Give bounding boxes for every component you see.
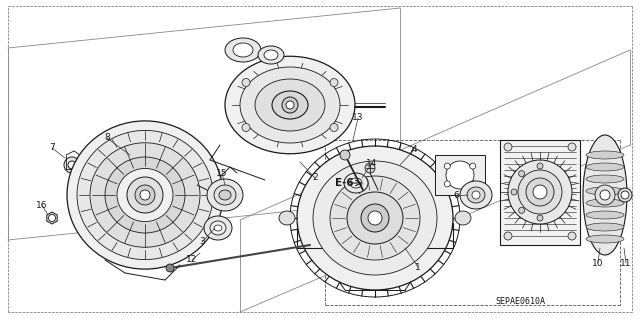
Circle shape xyxy=(568,143,576,151)
Bar xyxy=(500,140,580,245)
Ellipse shape xyxy=(583,135,627,255)
Ellipse shape xyxy=(240,67,340,143)
Ellipse shape xyxy=(586,223,624,231)
Ellipse shape xyxy=(586,211,624,219)
Polygon shape xyxy=(435,155,485,195)
Circle shape xyxy=(504,232,512,240)
Circle shape xyxy=(140,190,150,200)
Circle shape xyxy=(518,170,562,214)
Ellipse shape xyxy=(586,151,624,159)
Text: 7: 7 xyxy=(49,144,55,152)
Text: E-6: E-6 xyxy=(335,178,354,188)
Text: 15: 15 xyxy=(216,168,228,177)
Ellipse shape xyxy=(77,130,213,260)
Text: 11: 11 xyxy=(620,258,632,268)
Text: 16: 16 xyxy=(36,201,48,210)
Circle shape xyxy=(518,171,525,177)
Ellipse shape xyxy=(472,191,480,199)
Circle shape xyxy=(618,188,632,202)
Circle shape xyxy=(508,160,572,224)
Ellipse shape xyxy=(210,221,226,235)
Ellipse shape xyxy=(225,38,261,62)
Ellipse shape xyxy=(344,173,368,193)
Circle shape xyxy=(64,157,80,173)
Ellipse shape xyxy=(347,192,403,244)
Circle shape xyxy=(595,185,615,205)
Ellipse shape xyxy=(105,157,185,233)
Ellipse shape xyxy=(467,187,485,203)
Circle shape xyxy=(368,211,382,225)
Text: 2: 2 xyxy=(312,174,318,182)
Circle shape xyxy=(135,185,155,205)
Circle shape xyxy=(242,78,250,86)
Ellipse shape xyxy=(330,176,420,260)
Circle shape xyxy=(340,150,350,160)
Ellipse shape xyxy=(90,143,200,247)
Circle shape xyxy=(68,161,76,169)
Circle shape xyxy=(365,163,375,173)
Text: 8: 8 xyxy=(104,133,110,143)
Ellipse shape xyxy=(117,168,173,222)
Circle shape xyxy=(533,185,547,199)
Circle shape xyxy=(568,232,576,240)
Ellipse shape xyxy=(204,216,232,240)
Text: 13: 13 xyxy=(352,114,364,122)
Circle shape xyxy=(446,161,474,189)
Ellipse shape xyxy=(455,211,471,225)
Circle shape xyxy=(504,143,512,151)
Ellipse shape xyxy=(67,121,223,269)
Text: SEPAE0610A: SEPAE0610A xyxy=(495,298,545,307)
Circle shape xyxy=(444,181,451,187)
Circle shape xyxy=(282,97,298,113)
Circle shape xyxy=(600,190,610,200)
Circle shape xyxy=(286,101,294,109)
Circle shape xyxy=(49,214,56,221)
Ellipse shape xyxy=(313,161,437,275)
Ellipse shape xyxy=(586,175,624,183)
Circle shape xyxy=(166,264,174,272)
Ellipse shape xyxy=(255,79,325,131)
Circle shape xyxy=(242,123,250,131)
Ellipse shape xyxy=(586,199,624,207)
Ellipse shape xyxy=(586,235,624,243)
Ellipse shape xyxy=(586,187,624,195)
Circle shape xyxy=(537,163,543,169)
Text: 1: 1 xyxy=(415,263,421,271)
Circle shape xyxy=(330,78,338,86)
Circle shape xyxy=(518,207,525,213)
Ellipse shape xyxy=(272,91,308,119)
Ellipse shape xyxy=(258,46,284,64)
Circle shape xyxy=(361,204,389,232)
Text: 4: 4 xyxy=(411,145,417,154)
Circle shape xyxy=(330,123,338,131)
Ellipse shape xyxy=(279,211,295,225)
Circle shape xyxy=(470,163,476,169)
Polygon shape xyxy=(47,212,57,224)
Circle shape xyxy=(127,177,163,213)
Text: 3: 3 xyxy=(199,238,205,247)
Ellipse shape xyxy=(264,50,278,60)
Circle shape xyxy=(444,163,451,169)
Ellipse shape xyxy=(586,163,624,171)
Text: 10: 10 xyxy=(592,258,604,268)
Ellipse shape xyxy=(207,179,243,211)
Text: 6: 6 xyxy=(453,191,459,201)
Ellipse shape xyxy=(350,178,362,188)
Circle shape xyxy=(526,178,554,206)
Ellipse shape xyxy=(214,185,236,205)
Ellipse shape xyxy=(214,225,222,231)
Ellipse shape xyxy=(297,146,453,290)
Circle shape xyxy=(470,181,476,187)
Ellipse shape xyxy=(460,181,492,209)
Text: 14: 14 xyxy=(366,159,378,167)
Ellipse shape xyxy=(233,43,253,57)
Ellipse shape xyxy=(225,56,355,154)
Circle shape xyxy=(621,191,629,199)
Circle shape xyxy=(537,215,543,221)
Ellipse shape xyxy=(219,190,231,200)
Circle shape xyxy=(511,189,517,195)
Text: 12: 12 xyxy=(186,256,198,264)
